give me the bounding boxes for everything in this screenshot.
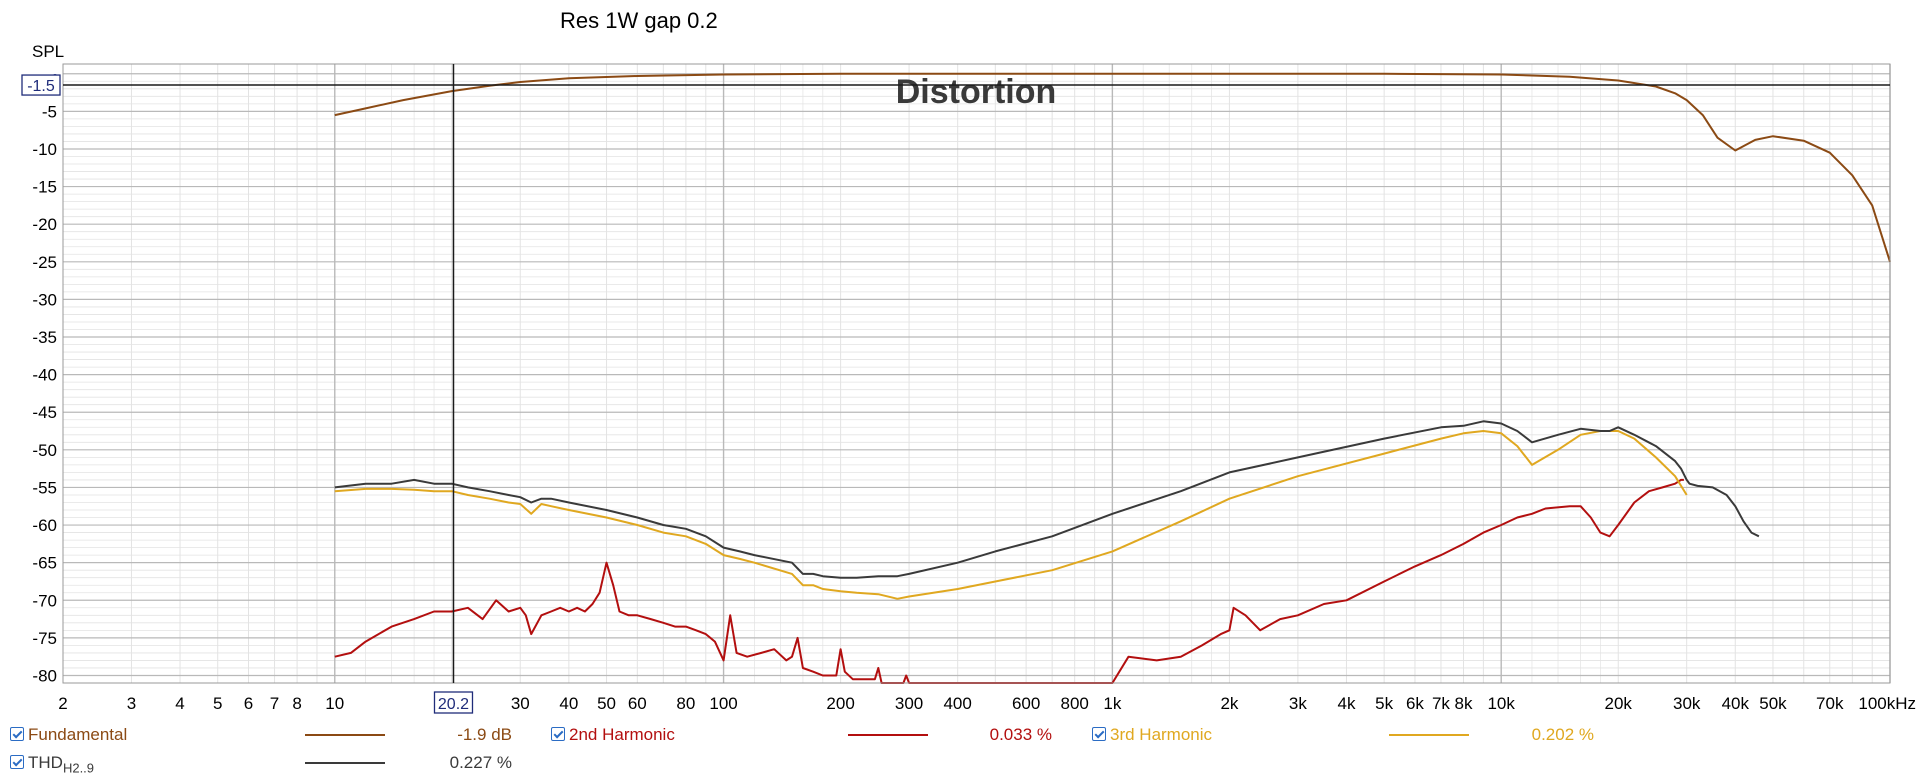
legend-value-thd: 0.227 % <box>449 753 512 772</box>
x-tick-label: 40 <box>559 694 578 713</box>
y-tick-label: -80 <box>32 666 57 685</box>
x-tick-label: 100kHz <box>1858 694 1916 713</box>
x-tick-label: 30k <box>1673 694 1701 713</box>
x-tick-label: 8 <box>292 694 301 713</box>
h2-checkbox-icon[interactable] <box>551 727 565 741</box>
series-line-fundamental <box>334 72 1891 263</box>
x-tick-label: 30 <box>511 694 530 713</box>
x-tick-label: 50k <box>1759 694 1787 713</box>
legend-row-1: Fundamental -1.9 dB 2nd Harmonic 0.033 %… <box>0 722 1920 748</box>
y-axis-label: SPL <box>32 42 65 61</box>
y-tick-label: -70 <box>32 591 57 610</box>
legend-row-2: THDH2..9 0.227 % <box>0 750 1920 776</box>
x-tick-label: 200 <box>826 694 854 713</box>
chart-title: Res 1W gap 0.2 <box>560 8 718 33</box>
x-tick-label: 1k <box>1103 694 1121 713</box>
x-tick-label: 7 <box>270 694 279 713</box>
legend-value-h2: 0.033 % <box>989 725 1052 744</box>
x-tick-label: 3k <box>1289 694 1307 713</box>
legend-value-h3: 0.202 % <box>1531 725 1594 744</box>
cursor-y-label: -1.5 <box>27 78 55 95</box>
y-tick-label: -65 <box>32 554 57 573</box>
h3-checkbox-icon[interactable] <box>1092 727 1106 741</box>
legend-name-h3: 3rd Harmonic <box>1110 725 1213 744</box>
y-tick-label: -15 <box>32 178 57 197</box>
legend-name-fundamental: Fundamental <box>28 725 128 744</box>
axis-layer: -5 -10 -15 -20 -25 -30 -35 -40 -45 -50 -55 -60 -65 -7… <box>32 63 1916 713</box>
legend-name-thd-text: THD <box>28 753 63 772</box>
series-line-h2 <box>334 478 1684 684</box>
x-tick-label: 8k <box>1455 694 1473 713</box>
x-tick-label: 80 <box>676 694 695 713</box>
cursor-x-box <box>433 691 474 714</box>
legend-swatch-thd <box>305 762 385 764</box>
y-tick-label: -55 <box>32 478 57 497</box>
legend-value-fundamental: -1.9 dB <box>457 725 512 744</box>
cursor-layer[interactable]: -1.5 20.2 <box>21 64 1890 714</box>
x-tick-label: 50 <box>597 694 616 713</box>
legend-name-thd-sub: H2..9 <box>62 760 95 776</box>
y-tick-label: -20 <box>32 215 57 234</box>
y-tick-label: -25 <box>32 253 57 272</box>
fundamental-checkbox-icon[interactable] <box>10 727 24 741</box>
x-tick-label: 5 <box>213 694 222 713</box>
x-tick-label: 10 <box>325 694 344 713</box>
x-tick-label: 60 <box>628 694 647 713</box>
legend-name-h2: 2nd Harmonic <box>569 725 675 744</box>
x-tick-label: 70k <box>1816 694 1844 713</box>
chart-watermark: Distortion <box>896 73 1057 111</box>
x-tick-label: 300 <box>895 694 923 713</box>
y-tick-label: -30 <box>32 290 57 309</box>
series-layer <box>334 72 1891 684</box>
cursor-y-box <box>21 74 61 96</box>
x-tick-label: 5k <box>1375 694 1393 713</box>
x-tick-label: 6 <box>244 694 253 713</box>
series-line-h3 <box>334 430 1688 600</box>
y-tick-label: -45 <box>32 403 57 422</box>
thd-checkbox-icon[interactable] <box>10 755 24 769</box>
x-tick-label: 800 <box>1061 694 1089 713</box>
y-tick-label: -10 <box>32 140 57 159</box>
x-tick-label: 40k <box>1722 694 1750 713</box>
x-tick-label: 2k <box>1220 694 1238 713</box>
legend-swatch-h2 <box>848 734 928 736</box>
plot-frame <box>62 63 1891 684</box>
x-tick-label: 3 <box>127 694 136 713</box>
x-tick-label: 7k <box>1432 694 1450 713</box>
x-tick-label: 6k <box>1406 694 1424 713</box>
y-tick-label: -35 <box>32 328 57 347</box>
legend-name-thd: THDH2..9 <box>28 750 94 781</box>
cursor-x-label: 20.2 <box>438 696 469 713</box>
grid-minor <box>62 64 1890 683</box>
y-tick-label: -75 <box>32 629 57 648</box>
x-tick-label: 4 <box>175 694 184 713</box>
y-tick-label: -40 <box>32 366 57 385</box>
legend-swatch-fundamental <box>305 734 385 736</box>
x-tick-label: 10k <box>1487 694 1515 713</box>
x-tick-label: 4k <box>1337 694 1355 713</box>
y-tick-label: -5 <box>42 102 57 121</box>
grid-major <box>63 64 1891 683</box>
series-line-thd <box>334 420 1760 579</box>
x-tick-label: 600 <box>1012 694 1040 713</box>
x-tick-label: 100 <box>709 694 737 713</box>
y-tick-label: -60 <box>32 516 57 535</box>
x-tick-label: 2 <box>58 694 67 713</box>
x-tick-label: 400 <box>943 694 971 713</box>
legend-swatch-h3 <box>1389 734 1469 736</box>
x-tick-label: 20k <box>1605 694 1633 713</box>
y-tick-label: -50 <box>32 441 57 460</box>
